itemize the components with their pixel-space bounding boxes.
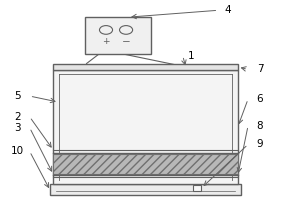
Text: 1: 1 <box>188 51 195 61</box>
Text: 10: 10 <box>11 146 24 156</box>
Text: 4: 4 <box>224 5 231 15</box>
Text: +: + <box>102 37 110 46</box>
Text: 3: 3 <box>14 123 21 133</box>
Text: 6: 6 <box>257 94 263 104</box>
Text: −: − <box>122 37 130 47</box>
Text: 2: 2 <box>14 112 21 122</box>
Text: 5: 5 <box>14 91 21 101</box>
Text: 9: 9 <box>257 139 263 149</box>
Bar <box>53 64 238 70</box>
Bar <box>50 184 241 195</box>
Bar <box>53 70 238 184</box>
Bar <box>53 154 238 174</box>
Bar <box>193 185 201 191</box>
Text: 7: 7 <box>257 64 263 74</box>
Text: 8: 8 <box>257 121 263 131</box>
Bar <box>85 17 152 54</box>
